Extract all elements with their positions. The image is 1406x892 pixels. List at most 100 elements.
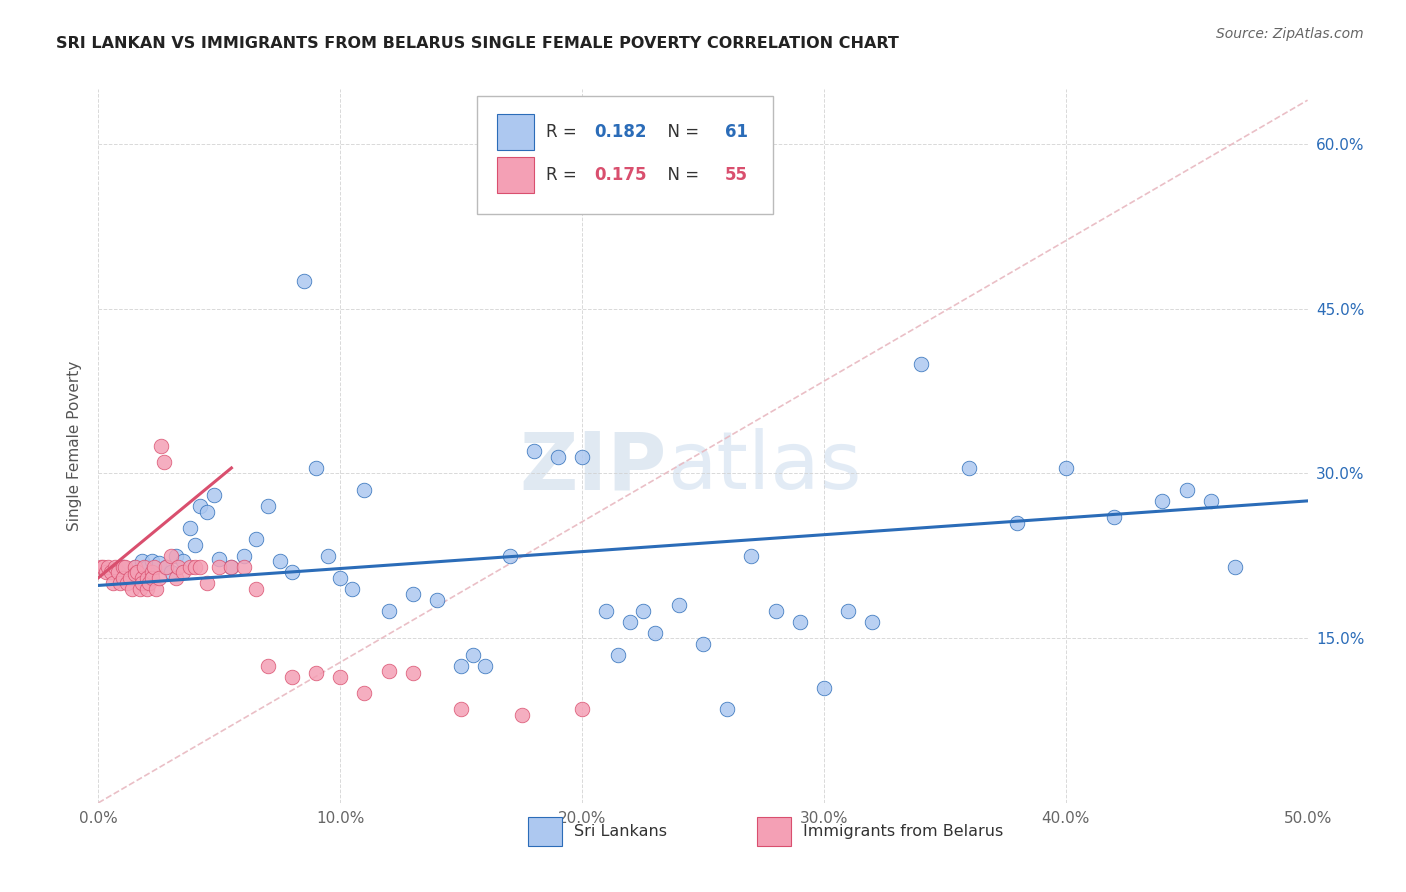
- Point: [377, 604, 399, 618]
- Text: 55: 55: [724, 166, 748, 184]
- Point: [145, 582, 167, 596]
- Point: [188, 559, 211, 574]
- Point: [155, 559, 177, 574]
- Point: [644, 625, 666, 640]
- Point: [1054, 461, 1077, 475]
- Point: [138, 576, 160, 591]
- Point: [160, 566, 183, 580]
- Point: [450, 658, 472, 673]
- Point: [510, 708, 533, 723]
- Point: [118, 571, 141, 585]
- Point: [172, 554, 194, 568]
- Point: [97, 559, 120, 574]
- Point: [716, 702, 738, 716]
- Point: [124, 567, 146, 582]
- Point: [167, 559, 190, 574]
- Point: [860, 615, 883, 629]
- Point: [111, 571, 134, 585]
- Point: [204, 488, 226, 502]
- Point: [141, 571, 163, 585]
- Point: [377, 664, 399, 678]
- Point: [141, 554, 163, 568]
- Text: Sri Lankans: Sri Lankans: [574, 824, 666, 838]
- Point: [256, 658, 278, 673]
- Point: [152, 455, 174, 469]
- FancyBboxPatch shape: [498, 157, 534, 193]
- Point: [353, 483, 375, 497]
- Point: [619, 615, 641, 629]
- Text: Immigrants from Belarus: Immigrants from Belarus: [803, 824, 1004, 838]
- Point: [232, 559, 254, 574]
- Point: [910, 357, 932, 371]
- Point: [172, 566, 194, 580]
- Point: [208, 552, 231, 566]
- Point: [108, 576, 131, 591]
- FancyBboxPatch shape: [498, 114, 534, 150]
- FancyBboxPatch shape: [758, 817, 792, 846]
- Point: [426, 592, 449, 607]
- Point: [256, 500, 278, 514]
- Point: [107, 566, 129, 580]
- Text: Source: ZipAtlas.com: Source: ZipAtlas.com: [1216, 27, 1364, 41]
- Point: [316, 549, 339, 563]
- Point: [179, 521, 201, 535]
- Point: [90, 559, 112, 574]
- Point: [765, 604, 787, 618]
- Point: [329, 571, 352, 585]
- Point: [131, 571, 153, 585]
- Point: [184, 559, 207, 574]
- Point: [402, 587, 425, 601]
- Point: [571, 702, 593, 716]
- Point: [184, 538, 207, 552]
- Point: [101, 576, 124, 591]
- Point: [329, 669, 352, 683]
- Point: [135, 571, 157, 585]
- Point: [450, 702, 472, 716]
- Y-axis label: Single Female Poverty: Single Female Poverty: [67, 361, 83, 531]
- Point: [463, 648, 485, 662]
- Text: N =: N =: [657, 123, 704, 141]
- Point: [160, 549, 183, 563]
- Point: [141, 566, 163, 580]
- Point: [94, 566, 117, 580]
- Point: [547, 450, 569, 464]
- Point: [179, 559, 201, 574]
- Point: [165, 549, 187, 563]
- Point: [127, 566, 149, 580]
- Point: [245, 533, 267, 547]
- Point: [292, 274, 315, 288]
- Point: [111, 559, 134, 574]
- Point: [595, 604, 617, 618]
- Point: [195, 505, 218, 519]
- Point: [1175, 483, 1198, 497]
- Point: [111, 559, 134, 574]
- Point: [135, 582, 157, 596]
- Point: [607, 648, 630, 662]
- Point: [474, 658, 496, 673]
- Point: [789, 615, 811, 629]
- Point: [100, 566, 122, 580]
- Point: [148, 571, 170, 585]
- Point: [281, 669, 304, 683]
- Text: R =: R =: [546, 123, 582, 141]
- FancyBboxPatch shape: [527, 817, 561, 846]
- Point: [498, 549, 520, 563]
- Point: [91, 559, 114, 574]
- Point: [148, 557, 170, 571]
- Text: R =: R =: [546, 166, 582, 184]
- Point: [143, 559, 166, 574]
- Text: 61: 61: [724, 123, 748, 141]
- Point: [668, 598, 690, 612]
- Point: [188, 500, 211, 514]
- Point: [117, 576, 139, 591]
- Point: [1223, 559, 1246, 574]
- Point: [692, 637, 714, 651]
- Point: [1199, 494, 1222, 508]
- Point: [305, 666, 328, 681]
- Point: [155, 559, 177, 574]
- Point: [232, 549, 254, 563]
- Point: [124, 559, 146, 574]
- Point: [208, 559, 231, 574]
- FancyBboxPatch shape: [477, 96, 773, 214]
- Point: [571, 450, 593, 464]
